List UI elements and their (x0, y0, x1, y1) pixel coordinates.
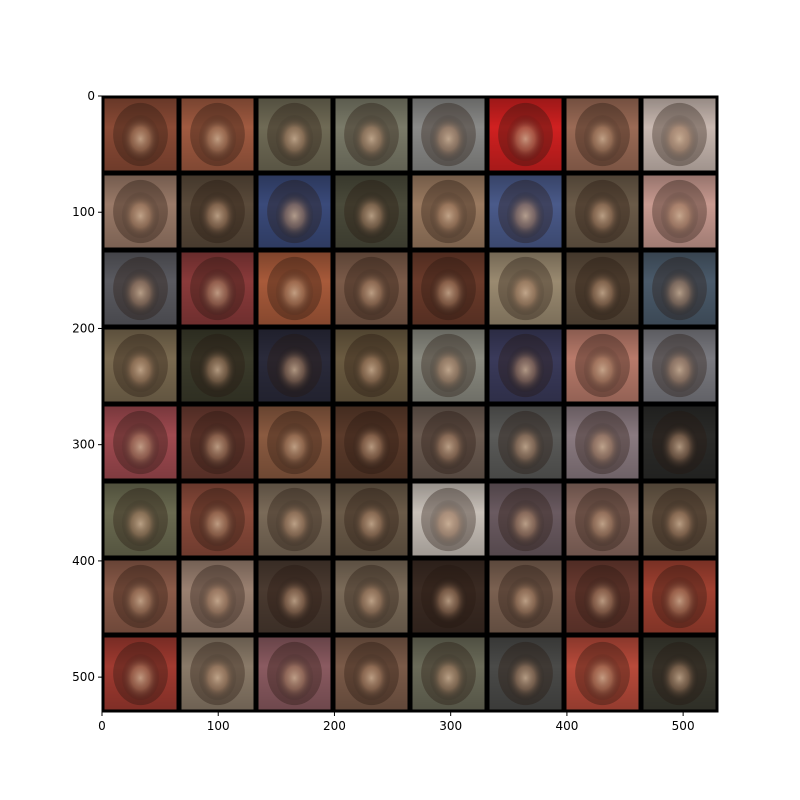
y-tick-label: 500 (72, 670, 95, 684)
face-tile (566, 329, 639, 402)
face-tile (258, 98, 331, 171)
y-tick-label: 100 (72, 205, 95, 219)
face-tile (412, 252, 485, 325)
face-tile (566, 98, 639, 171)
y-tick-label: 0 (87, 89, 95, 103)
face-tile (566, 483, 639, 556)
face-tile (489, 329, 562, 402)
face-tile (258, 483, 331, 556)
y-axis: 0 100 200 300 400 500 (72, 89, 102, 684)
face-tile (181, 560, 254, 633)
face-tile (258, 406, 331, 479)
face-tile (258, 329, 331, 402)
face-tile (643, 175, 716, 248)
face-tile (566, 406, 639, 479)
face-tile (412, 637, 485, 710)
face-tile (181, 98, 254, 171)
face-tile (489, 175, 562, 248)
face-tile (104, 329, 177, 402)
face-tile (566, 175, 639, 248)
face-tile (412, 175, 485, 248)
face-tile (489, 252, 562, 325)
face-tile (412, 560, 485, 633)
face-tile (489, 483, 562, 556)
face-tile (566, 637, 639, 710)
face-tile (412, 329, 485, 402)
face-tile (181, 252, 254, 325)
face-tile (104, 483, 177, 556)
y-tick-label: 300 (72, 438, 95, 452)
face-tile (643, 252, 716, 325)
face-tile (335, 175, 408, 248)
face-tile (181, 175, 254, 248)
face-tile (643, 406, 716, 479)
face-tile (104, 98, 177, 171)
y-tick-label: 200 (72, 321, 95, 335)
face-tile (335, 560, 408, 633)
axes-frame (101, 95, 719, 713)
face-tile (335, 252, 408, 325)
x-tick-label: 0 (98, 719, 106, 733)
face-tile (643, 483, 716, 556)
face-tile (181, 406, 254, 479)
face-tile (335, 637, 408, 710)
face-tile (566, 560, 639, 633)
face-tile (181, 637, 254, 710)
face-tile (489, 637, 562, 710)
face-tile (412, 406, 485, 479)
face-tile (412, 483, 485, 556)
face-tile (335, 483, 408, 556)
x-tick-label: 200 (323, 719, 346, 733)
face-tile (104, 560, 177, 633)
x-tick-label: 400 (555, 719, 578, 733)
face-tile (643, 329, 716, 402)
face-tile (258, 175, 331, 248)
face-tile (489, 406, 562, 479)
x-axis: 0 100 200 300 400 500 (98, 712, 695, 733)
face-tile (335, 98, 408, 171)
face-tile (335, 406, 408, 479)
face-tile (412, 98, 485, 171)
face-tile (104, 406, 177, 479)
face-tile (489, 560, 562, 633)
face-tile (335, 329, 408, 402)
sample-grid-image (102, 96, 718, 712)
face-tile (181, 483, 254, 556)
y-tick-label: 400 (72, 554, 95, 568)
face-tile (104, 252, 177, 325)
face-tile (258, 637, 331, 710)
face-tile (566, 252, 639, 325)
x-tick-label: 500 (672, 719, 695, 733)
face-tile (489, 98, 562, 171)
face-tile (643, 637, 716, 710)
face-tile (643, 560, 716, 633)
face-tile (258, 560, 331, 633)
face-tile (104, 637, 177, 710)
face-tile (104, 175, 177, 248)
x-tick-label: 300 (439, 719, 462, 733)
face-tile (258, 252, 331, 325)
face-tile (643, 98, 716, 171)
face-tile (181, 329, 254, 402)
x-tick-label: 100 (207, 719, 230, 733)
